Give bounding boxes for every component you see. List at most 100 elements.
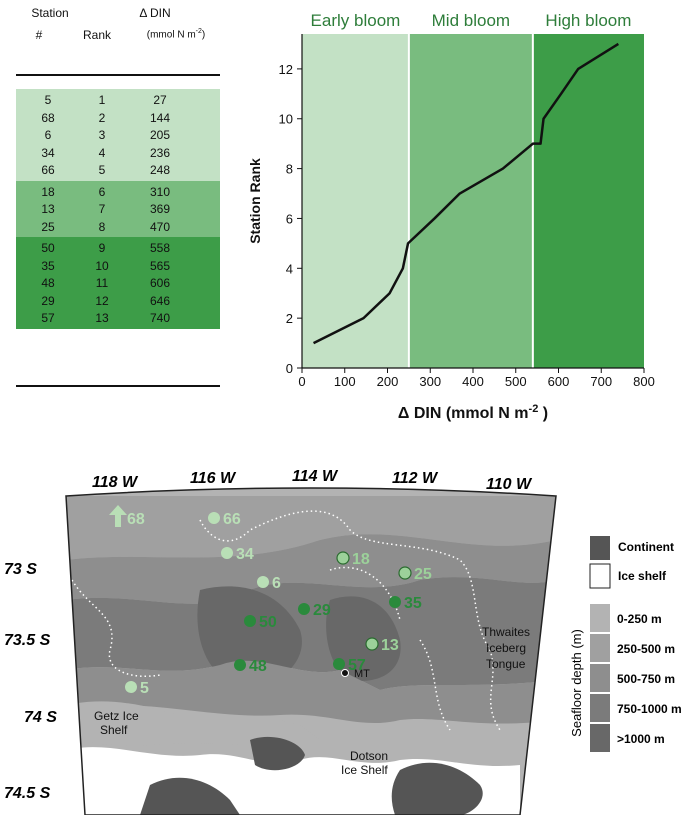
cell-station: 34 xyxy=(41,145,55,160)
thwaites-label-1: Thwaites xyxy=(482,625,530,639)
cell-rank: 4 xyxy=(98,145,106,160)
table-row: 25 8 470 xyxy=(16,219,220,237)
station-label: 13 xyxy=(381,637,399,654)
lat-label-74: 74 S xyxy=(24,709,57,726)
cell-station: 25 xyxy=(41,219,55,234)
cell-station: 18 xyxy=(41,184,55,199)
depth-coastal xyxy=(66,701,320,746)
cell-rank: 11 xyxy=(95,276,109,290)
cell-din: 558 xyxy=(149,241,171,255)
x-tick-label: 100 xyxy=(334,374,356,389)
station-label: 6 xyxy=(272,575,281,592)
ice-edge-contour xyxy=(71,510,501,731)
region-2 xyxy=(532,34,644,368)
dotson-label-2: Ice Shelf xyxy=(341,763,388,777)
ice-edge-contour-2 xyxy=(329,566,451,731)
depth-500-750-band xyxy=(66,534,556,604)
cell-station: 48 xyxy=(41,276,55,290)
x-axis-label-close: ) xyxy=(538,405,548,422)
depth-label: 500-750 m xyxy=(617,672,675,686)
depth-legend-title: Seafloor depth (m) xyxy=(569,629,584,737)
cell-rank: 8 xyxy=(98,219,106,234)
table-row: 34 4 236 xyxy=(16,145,220,163)
table-top-rule xyxy=(16,74,220,76)
cell-station: 50 xyxy=(41,241,55,255)
region-label-0: Early bloom xyxy=(311,11,401,30)
cell-din: 565 xyxy=(149,258,171,273)
deep-basin xyxy=(326,596,401,681)
y-axis-label: Station Rank xyxy=(247,158,263,244)
station-dot xyxy=(244,615,256,627)
station-marker-6: 6 xyxy=(257,575,281,592)
cell-rank: 7 xyxy=(98,202,106,216)
cell-din: 369 xyxy=(149,202,171,216)
depth-swatch xyxy=(590,724,610,752)
table-row: 29 12 646 xyxy=(16,293,220,311)
table-row: 57 13 740 xyxy=(16,310,220,328)
table-row: 13 7 369 xyxy=(16,201,220,219)
x-tick-label: 400 xyxy=(462,374,484,389)
station-label: 68 xyxy=(127,511,145,528)
table-bottom-rule xyxy=(16,385,220,387)
station-dot xyxy=(125,681,137,693)
lon-label-110: 110 W xyxy=(486,476,533,493)
table-row: 50 9 558 xyxy=(16,240,220,258)
station-dot xyxy=(336,551,350,565)
header-unit-close: ) xyxy=(201,29,206,41)
thwaites-label-2: Iceberg xyxy=(486,641,526,655)
station-marker-29: 29 xyxy=(298,602,331,619)
station-marker-66: 66 xyxy=(208,511,241,528)
cell-rank: 9 xyxy=(98,241,106,255)
cell-station: 68 xyxy=(41,110,55,125)
table-band-mid xyxy=(16,180,220,237)
cell-din: 205 xyxy=(149,128,171,142)
x-tick-label: 200 xyxy=(377,374,399,389)
header-unit-text: (mmol N m xyxy=(146,29,196,41)
table-row: 48 11 606 xyxy=(16,275,220,293)
depth-750-1000-band xyxy=(66,577,556,690)
lon-label-118: 118 W xyxy=(92,474,139,491)
station-label: 50 xyxy=(259,614,277,631)
station-label: 25 xyxy=(414,566,432,583)
legend-continent-label: Continent xyxy=(618,540,674,554)
table-band-early xyxy=(16,89,220,181)
region-0 xyxy=(302,34,409,368)
station-dot xyxy=(234,659,246,671)
station-marker-68: 68 xyxy=(109,505,145,528)
table-band-high xyxy=(16,237,220,329)
continent-east xyxy=(391,762,483,815)
cell-station: 35 xyxy=(41,258,55,273)
cell-rank: 2 xyxy=(98,110,106,125)
map-svg: 118 W 116 W 114 W 112 W 110 W 73 S 73.5 … xyxy=(4,468,682,815)
header-station: Station xyxy=(31,6,69,20)
legend-continent-swatch xyxy=(590,536,610,560)
table-row: 68 2 144 xyxy=(16,110,220,128)
x-tick-label: 0 xyxy=(298,374,305,389)
depth-label: 250-500 m xyxy=(617,642,675,656)
header-rank: Rank xyxy=(82,28,111,42)
station-marker-25: 25 xyxy=(398,566,432,583)
cell-din: 236 xyxy=(149,145,171,160)
cell-din: 144 xyxy=(149,110,171,125)
station-marker-13: 13 xyxy=(365,637,399,654)
y-tick-label: 12 xyxy=(279,62,293,77)
lon-label-114: 114 W xyxy=(292,468,339,485)
cell-station: 13 xyxy=(41,202,55,216)
station-marker-50: 50 xyxy=(244,614,277,631)
depth-swatch xyxy=(590,604,610,632)
cell-rank: 13 xyxy=(95,311,109,325)
x-axis-label-exponent: -2 xyxy=(529,403,539,415)
station-dot xyxy=(208,512,220,524)
y-tick-label: 4 xyxy=(286,261,293,276)
cell-station: 6 xyxy=(44,128,52,142)
depth-swatch xyxy=(590,694,610,722)
cell-din: 248 xyxy=(149,163,171,177)
y-tick-label: 10 xyxy=(279,112,293,127)
thwaites-label-3: Tongue xyxy=(486,657,526,671)
cell-din: 310 xyxy=(149,184,171,199)
deep-trough xyxy=(197,586,302,686)
cell-station: 29 xyxy=(41,293,55,308)
lat-label-73-5: 73.5 S xyxy=(4,632,51,649)
x-tick-label: 600 xyxy=(548,374,570,389)
mt-label: MT xyxy=(354,668,370,680)
